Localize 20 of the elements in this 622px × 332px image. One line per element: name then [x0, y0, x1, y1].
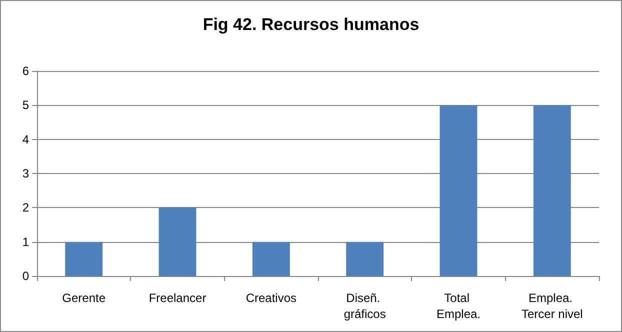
bar: [533, 105, 571, 276]
x-tick-label: Gerente: [62, 291, 106, 305]
y-tick-label: 2: [22, 200, 30, 215]
bar: [346, 242, 384, 276]
bar: [252, 242, 290, 276]
chart-title: Fig 42. Recursos humanos: [202, 15, 420, 34]
bar: [65, 242, 103, 276]
x-tick-label: Diseñ. gráficos: [344, 291, 386, 321]
y-tick-label: 4: [22, 132, 30, 146]
x-tick-label: Creativos: [246, 291, 297, 305]
x-tick-label: Freelancer: [148, 291, 206, 305]
y-tick-label: 6: [22, 64, 30, 78]
y-tick-label: 0: [22, 269, 30, 283]
y-tick-label: 1: [22, 234, 30, 249]
bar: [158, 208, 196, 276]
x-tick-label: Emplea. Tercer nivel: [521, 291, 583, 321]
y-tick-label: 5: [22, 98, 30, 112]
bar: [440, 105, 478, 276]
y-tick-label: 3: [22, 166, 30, 180]
x-tick-label: Total Emplea.: [436, 291, 481, 321]
